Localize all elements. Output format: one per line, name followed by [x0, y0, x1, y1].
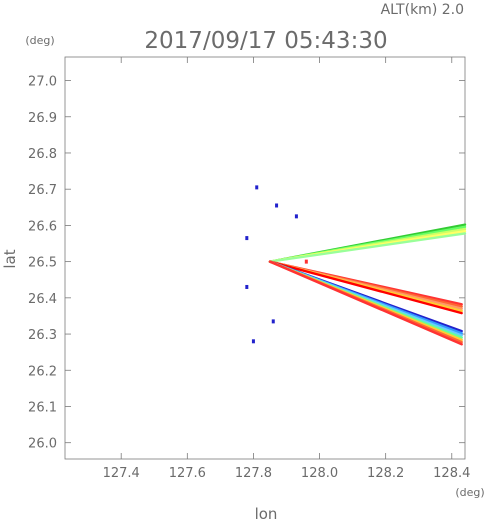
x-tick-label: 128.2 — [367, 466, 404, 481]
x-axis-ticks: 127.4 127.6 127.8 128.0 128.2 128.4 — [103, 57, 470, 481]
plot-frame — [64, 56, 466, 460]
y-tick-label: 26.2 — [28, 364, 57, 379]
echo-patch — [275, 203, 279, 208]
y-tick-label: 26.8 — [28, 147, 57, 162]
echo-patch — [255, 185, 259, 190]
y-tick-label: 26.7 — [28, 183, 57, 198]
x-tick-label: 127.8 — [235, 466, 272, 481]
x-tick-label: 127.4 — [103, 466, 140, 481]
y-tick-label: 26.1 — [28, 400, 57, 415]
beam-0-strand — [268, 232, 467, 263]
y-tick-label: 26.9 — [28, 111, 57, 126]
beam-1-strand — [268, 260, 463, 315]
y-tick-label: 26.4 — [28, 292, 57, 307]
y-tick-label: 27.0 — [28, 75, 57, 90]
y-unit-label: (deg) — [25, 34, 54, 47]
y-tick-label: 26.0 — [28, 437, 57, 452]
echo-patch — [271, 319, 275, 324]
radar-beams — [268, 223, 467, 346]
y-axis-label: lat — [1, 249, 19, 268]
echo-patch — [251, 339, 255, 344]
echo-patches — [245, 185, 308, 344]
y-axis-ticks: 26.0 26.1 26.2 26.3 26.4 26.5 26.6 26.7 26.8 26.9… — [28, 75, 465, 452]
x-tick-label: 128.0 — [301, 466, 338, 481]
x-tick-label: 127.6 — [169, 466, 206, 481]
y-tick-label: 26.3 — [28, 328, 57, 343]
x-tick-label: 128.4 — [433, 466, 470, 481]
beam-2-strand — [268, 260, 463, 346]
echo-patch — [304, 259, 308, 264]
y-tick-label: 26.5 — [28, 256, 57, 271]
plot-area: 127.4 127.6 127.8 128.0 128.2 128.4 26.026.12… — [28, 56, 470, 481]
altitude-label: ALT(km) 2.0 — [381, 2, 464, 18]
chart-title: 2017/09/17 05:43:30 — [144, 28, 387, 54]
x-unit-label: (deg) — [455, 486, 484, 499]
echo-patch — [294, 214, 298, 219]
y-tick-label: 26.6 — [28, 219, 57, 234]
echo-patch — [245, 236, 249, 241]
echo-patch — [245, 284, 249, 289]
x-axis-label: lon — [255, 505, 278, 521]
